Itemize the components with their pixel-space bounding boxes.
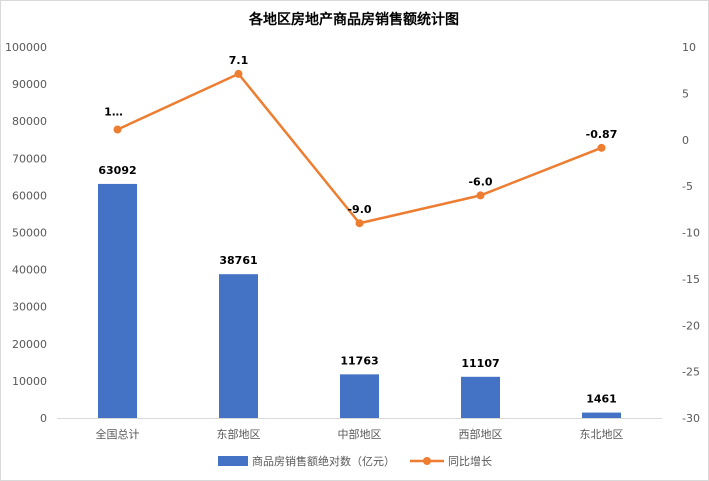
bar-data-label: 11107 — [461, 357, 499, 370]
y-left-tick-label: 30000 — [12, 301, 47, 314]
line-data-label: -6.0 — [468, 175, 492, 188]
y-left-tick-label: 10000 — [12, 375, 47, 388]
x-category-label: 全国总计 — [96, 427, 140, 441]
bar — [461, 376, 500, 418]
y-right-tick-label: -25 — [682, 366, 700, 379]
data-labels: 63092 38761 11763 11107 1461 1… 7.1 -9.0 -6.0 -0.… — [98, 54, 617, 406]
bar-series — [98, 183, 621, 418]
legend-bar-swatch — [218, 456, 248, 466]
y-right-tick-label: -10 — [682, 227, 700, 240]
bar-data-label: 63092 — [98, 164, 136, 177]
line-series — [113, 69, 606, 228]
line-point — [597, 143, 606, 152]
y-right-tick-label: -5 — [682, 180, 693, 193]
line-point — [113, 125, 122, 134]
x-category-label: 东北地区 — [580, 428, 624, 441]
bar — [582, 412, 621, 418]
y-right-tick-label: -20 — [682, 319, 700, 332]
y-right-tick-label: 5 — [682, 87, 689, 100]
y-right-tick-label: 10 — [682, 41, 696, 54]
line-data-label: -9.0 — [347, 203, 371, 216]
bar-data-label: 38761 — [219, 254, 257, 267]
line-point — [476, 191, 485, 200]
line-point — [355, 219, 364, 228]
y-right-tick-label: -30 — [682, 412, 700, 425]
bar — [340, 374, 379, 418]
bar-data-label: 11763 — [340, 354, 378, 367]
x-category-label: 西部地区 — [459, 427, 503, 441]
y-left-tick-label: 70000 — [12, 152, 47, 165]
line-data-label: -0.87 — [586, 128, 618, 141]
bar — [98, 183, 137, 418]
y-left-tick-label: 80000 — [12, 115, 47, 128]
legend-bar-label: 商品房销售额绝对数（亿元） — [252, 454, 395, 468]
y-left-tick-label: 100000 — [5, 41, 47, 54]
chart-title: 各地区房地产商品房销售额统计图 — [248, 11, 459, 28]
y-left-tick-label: 40000 — [12, 264, 47, 277]
y-left-tick-label: 90000 — [12, 78, 47, 91]
x-category-label: 中部地区 — [338, 427, 382, 441]
y-left-tick-label: 20000 — [12, 338, 47, 351]
y-left-tick-label: 60000 — [12, 189, 47, 202]
bar-data-label: 1461 — [586, 393, 617, 406]
y-left-tick-label: 0 — [40, 412, 47, 425]
line-data-label: 1… — [104, 106, 123, 119]
axes: 0 10000 20000 30000 40000 50000 60000 70000 8000… — [5, 41, 700, 441]
bar — [219, 274, 258, 418]
line-point — [234, 69, 243, 78]
x-category-label: 东部地区 — [217, 427, 261, 441]
y-left-tick-label: 50000 — [12, 227, 47, 240]
y-right-tick-label: 0 — [682, 134, 689, 147]
legend-line-label: 同比增长 — [448, 454, 492, 468]
legend-line-marker — [423, 457, 431, 465]
y-right-tick-label: -15 — [682, 273, 700, 286]
legend: 商品房销售额绝对数（亿元） 同比增长 — [218, 454, 492, 468]
line-data-label: 7.1 — [229, 54, 249, 67]
